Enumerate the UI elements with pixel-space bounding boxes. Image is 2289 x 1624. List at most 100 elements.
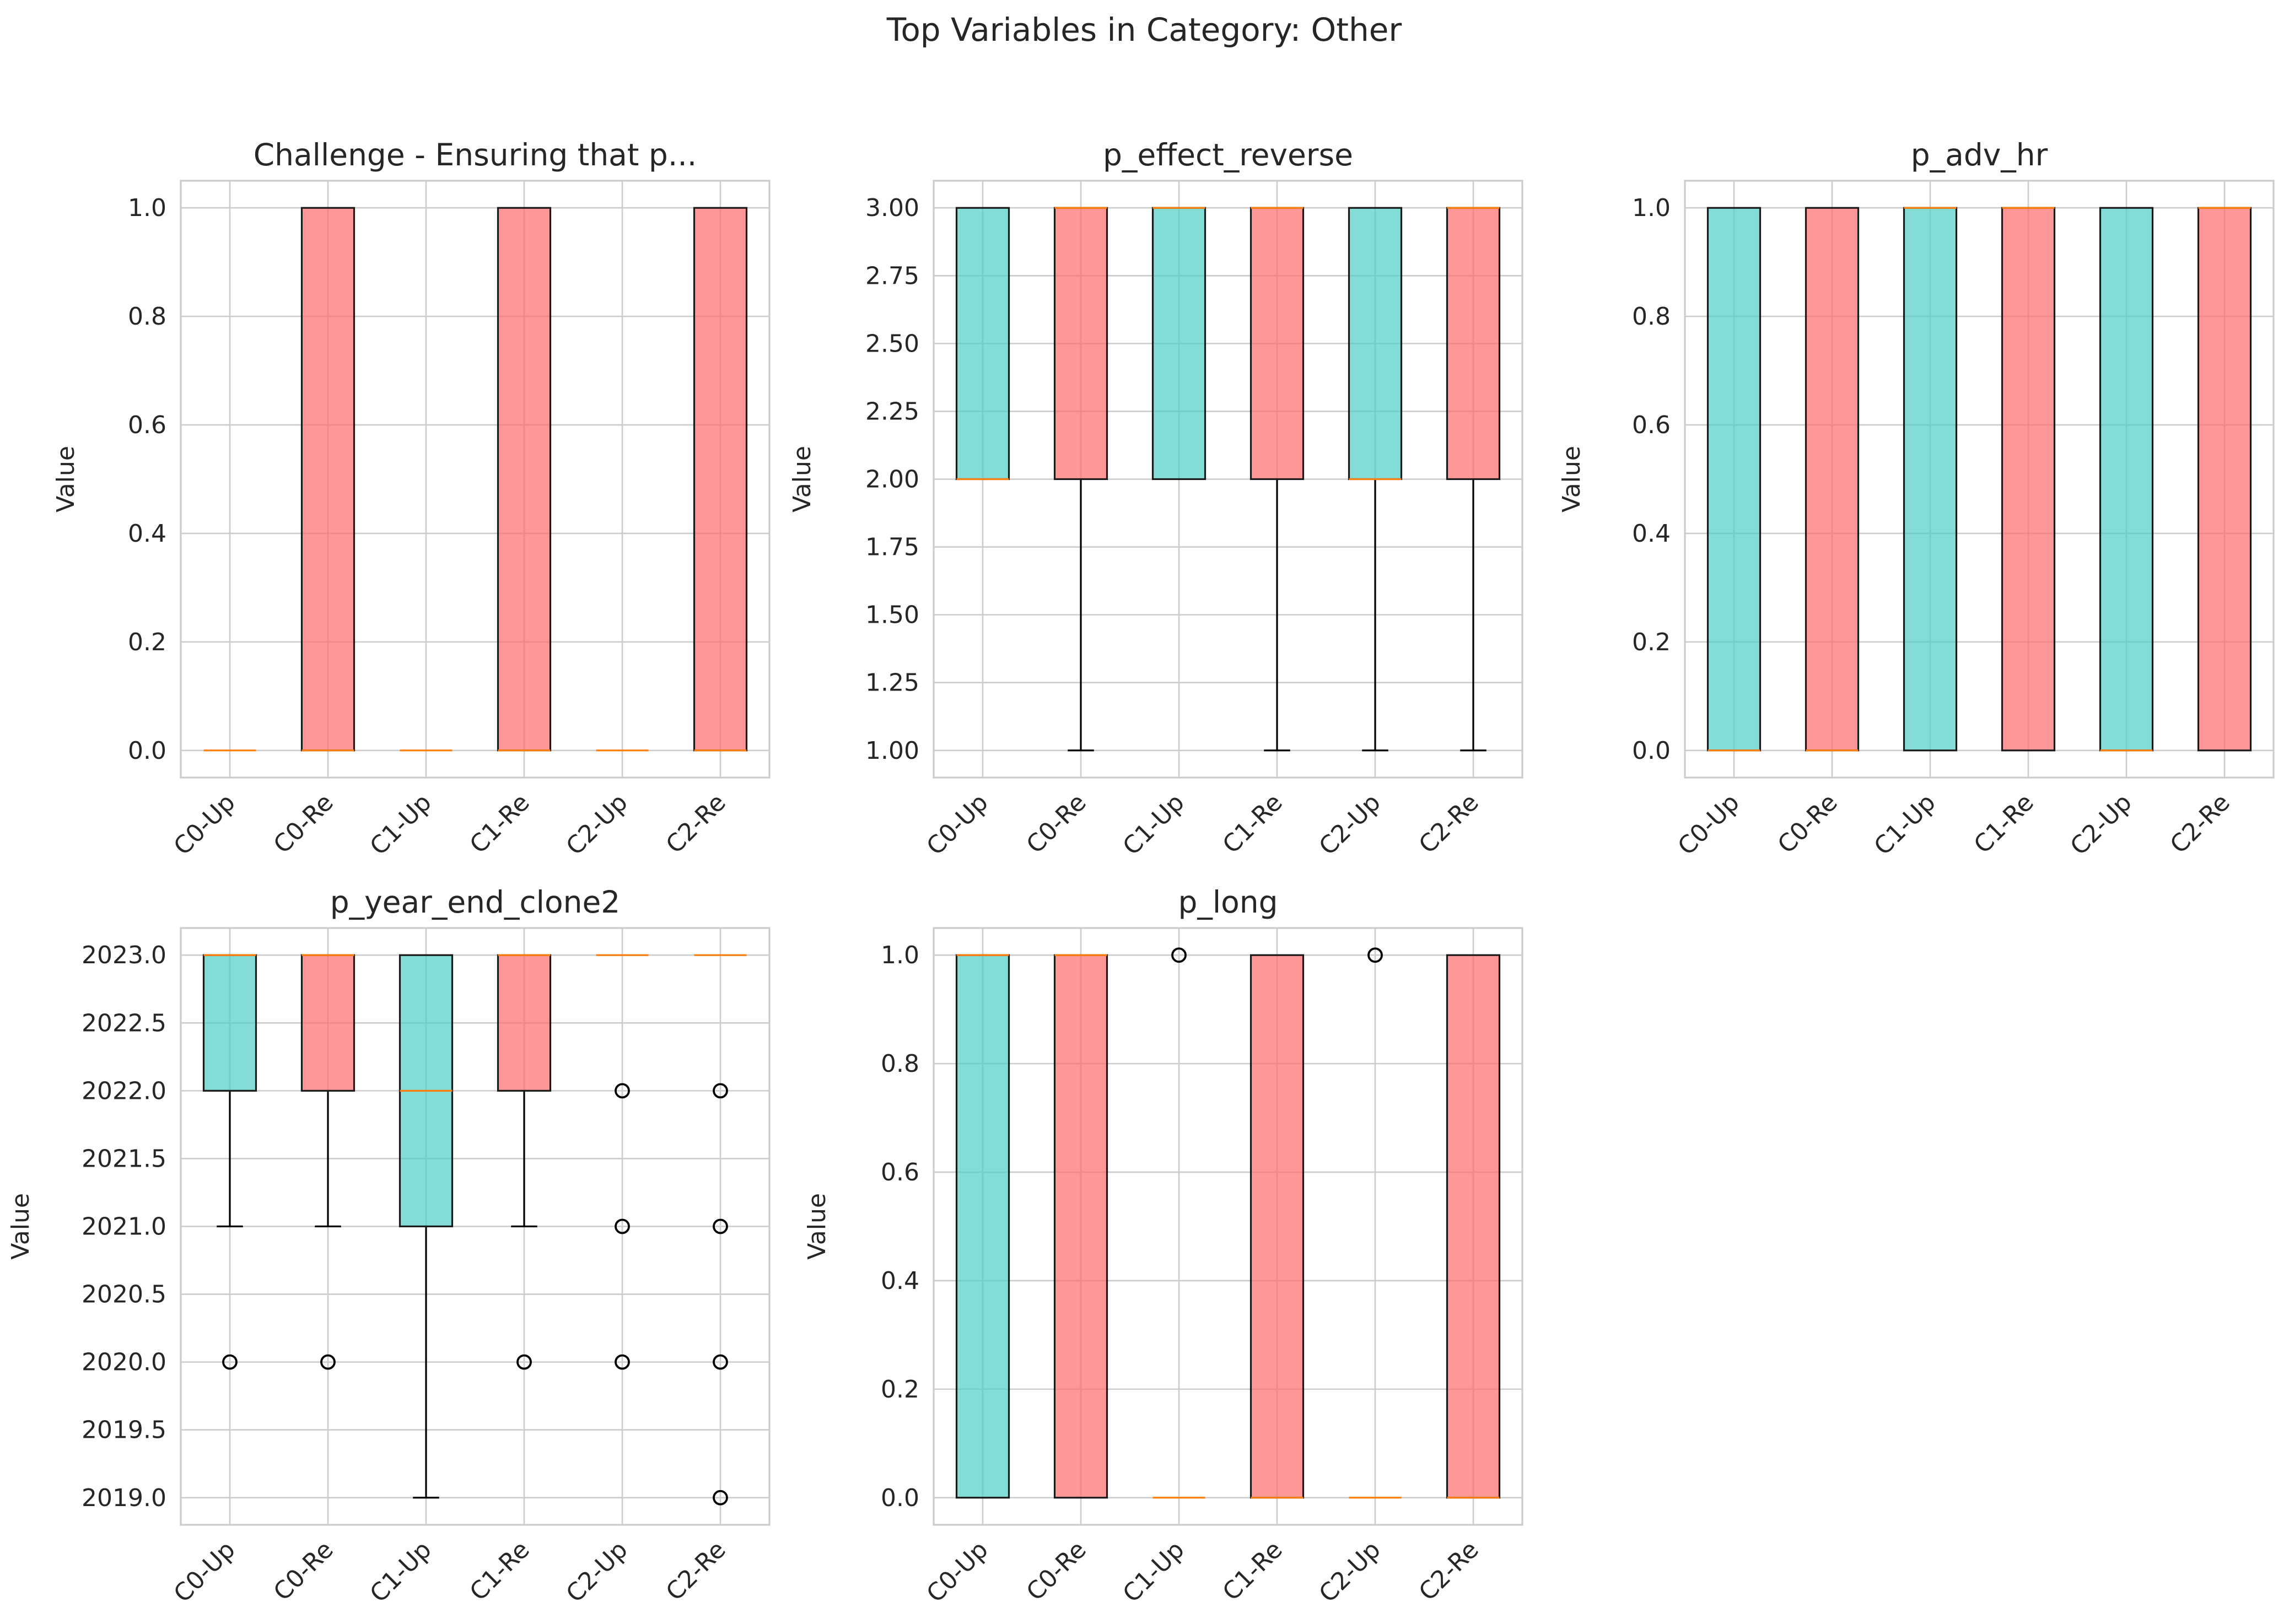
box-C0-Re [1053,954,1108,1499]
box-C2-Up [2099,207,2154,752]
box-C1-Re [1249,207,1305,752]
box-C1-Up [398,954,454,1499]
x-tick-label: C0-Up [921,789,993,861]
x-tick-label: C0-Up [168,1536,240,1608]
x-tick-label: C1-Re [465,1536,535,1606]
x-tick-label: C0-Re [1021,789,1092,859]
box-rect [1053,207,1108,481]
figure-title: Top Variables in Category: Other [886,11,1402,48]
y-axis-label: Value [7,1193,35,1260]
box-rect [1348,207,1403,481]
box-rect [955,954,1010,1499]
box-rect [693,207,748,752]
outlier-point [1367,947,1383,963]
y-tick-label: 0.8 [1632,303,1671,331]
x-tick-label: C2-Re [1414,1536,1484,1606]
axes-frame [180,180,771,779]
box-rect [202,954,257,1092]
outlier-point [222,1354,238,1370]
x-tick-label: C2-Re [661,1536,731,1606]
x-tick-label: C1-Re [1969,789,2039,859]
y-tick-label: 0.0 [1632,737,1671,765]
axes-frame [933,180,1523,779]
box-C1-Re [1249,954,1305,1499]
x-tick-label: C2-Up [1313,789,1386,861]
outlier-point [713,1354,728,1370]
y-tick-label: 0.2 [128,628,166,656]
outlier-point [1171,947,1187,963]
box-rect [1903,207,1958,752]
x-tick-label: C0-Up [921,1536,993,1608]
box-rect [1805,207,1860,752]
x-tick-label: C0-Re [1773,789,1843,859]
y-tick-label: 2019.0 [82,1484,166,1512]
axes-frame [933,927,1523,1526]
y-tick-label: 1.75 [865,533,919,562]
outlier-point [713,1490,728,1506]
box-C2-Re [1446,954,1501,1499]
box-rect [2099,207,2154,752]
x-tick-label: C0-Up [168,789,240,861]
x-tick-label: C1-Re [1218,789,1288,859]
box-C2-Re [694,954,747,1506]
y-tick-label: 1.25 [865,669,919,697]
y-axis-label: Value [52,446,80,512]
subplot-title: Challenge - Ensuring that p... [254,137,697,172]
y-tick-label: 0.6 [881,1158,919,1186]
y-tick-label: 2021.5 [82,1145,166,1173]
outlier-point [615,1218,630,1234]
box-C0-Re [300,207,356,752]
x-tick-label: C2-Up [2065,789,2137,861]
outlier-point [516,1354,532,1370]
y-tick-label: 1.00 [865,737,919,765]
box-C0-Up [202,954,257,1370]
y-tick-label: 2019.5 [82,1416,166,1444]
y-tick-label: 3.00 [865,194,919,222]
box-C2-Re [693,207,748,752]
x-tick-label: C2-Up [561,789,633,861]
x-tick-label: C0-Re [268,789,339,859]
y-tick-label: 0.6 [128,411,166,439]
y-tick-label: 0.2 [881,1375,919,1404]
y-tick-label: 0.4 [1632,520,1671,548]
box-rect [1249,207,1305,481]
box-C1-Re [2001,207,2056,752]
box-rect [1151,207,1207,481]
outlier-point [713,1218,728,1234]
y-tick-label: 2020.5 [82,1281,166,1309]
box-rect [1053,954,1108,1499]
box-C2-Up [1348,207,1403,752]
box-rect [300,207,356,752]
y-tick-label: 1.0 [881,941,919,969]
x-tick-label: C0-Up [1672,789,1744,861]
subplot-1: 0.0 0.2 0.4 0.6 0.8 1.0 C0-Up C0-Re C1-Up C1-Re C2… [52,137,771,861]
x-tick-label: C1-Up [1117,789,1189,861]
box-C2-Up [596,954,649,1370]
x-tick-label: C2-Re [661,789,731,859]
x-tick-label: C2-Up [561,1536,633,1608]
box-rect [2001,207,2056,752]
x-tick-label: C2-Re [2165,789,2236,859]
subplot-5: 0.0 0.2 0.4 0.6 0.8 1.0 C0-Up C0-Re C1-Up C1-Re C2… [803,884,1523,1608]
x-tick-label: C1-Re [1218,1536,1288,1606]
box-rect [497,954,552,1092]
outlier-point [615,1354,630,1370]
x-tick-label: C0-Re [268,1536,339,1606]
outlier-point [320,1354,336,1370]
y-axis-label: Value [1558,446,1586,512]
y-tick-label: 0.0 [881,1484,919,1512]
box-rect [300,954,356,1092]
box-C2-Up [1349,947,1402,1499]
y-tick-label: 2.00 [865,466,919,494]
box-rect [497,207,552,752]
y-tick-label: 0.6 [1632,411,1671,439]
axes-frame [1684,180,2275,779]
box-rect [1446,954,1501,1499]
subplot-title: p_adv_hr [1911,137,2048,172]
y-tick-label: 1.0 [1632,194,1671,222]
box-C0-Re [300,954,356,1370]
box-C0-Up [955,207,1010,481]
box-C1-Up [1152,947,1205,1499]
box-C0-Re [1805,207,1860,752]
